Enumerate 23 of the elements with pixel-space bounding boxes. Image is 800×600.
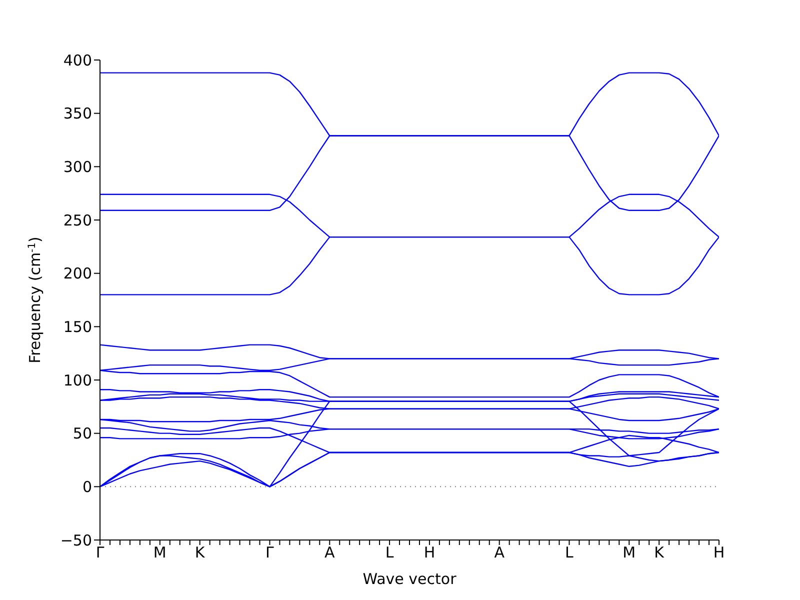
x-tick-label: L xyxy=(385,544,394,562)
x-tick-label: A xyxy=(324,544,336,562)
y-tick-label: 300 xyxy=(63,158,92,176)
y-tick-label: 100 xyxy=(63,371,92,390)
x-tick-label: H xyxy=(424,544,436,562)
x-axis-title: Wave vector xyxy=(362,570,458,588)
y-tick-label: 250 xyxy=(63,211,92,230)
y-tick-label: 0 xyxy=(82,478,92,496)
x-tick-label: Γ xyxy=(266,544,275,562)
x-tick-label: Γ xyxy=(96,544,105,562)
x-tick-label: H xyxy=(713,544,725,562)
x-tick-label: A xyxy=(494,544,506,562)
y-tick-label: 150 xyxy=(63,318,92,336)
y-tick-label: 200 xyxy=(63,264,92,283)
x-tick-label: M xyxy=(622,544,636,562)
x-tick-label: K xyxy=(654,544,666,562)
x-tick-label: M xyxy=(153,544,166,562)
x-tick-label: L xyxy=(565,544,574,562)
x-tick-label: K xyxy=(194,544,206,562)
y-tick-label: 350 xyxy=(63,104,92,123)
y-tick-label: 400 xyxy=(63,51,92,70)
y-tick-label: −50 xyxy=(60,531,92,550)
y-tick-label: 50 xyxy=(72,424,92,443)
